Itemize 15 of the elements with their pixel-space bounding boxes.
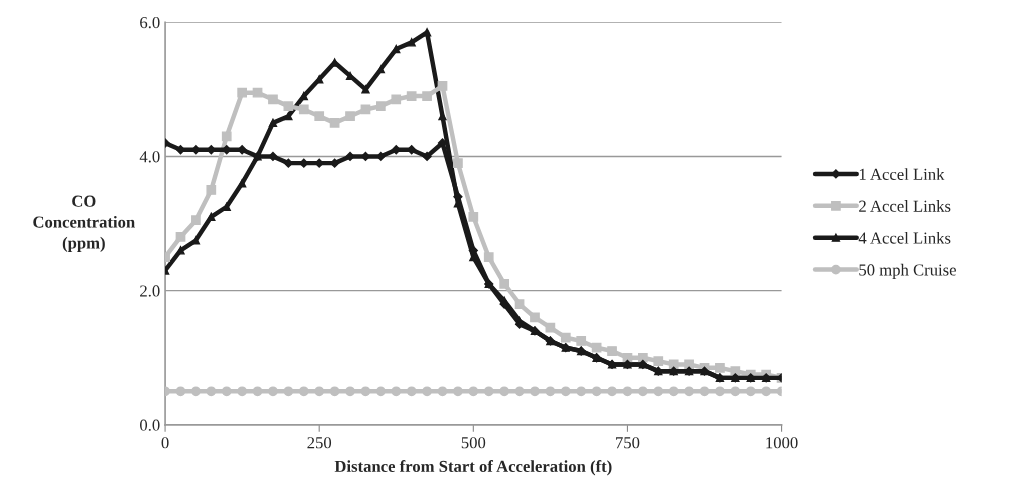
- legend-label: 50 mph Cruise: [859, 263, 956, 279]
- y-tick-label: 0.0: [140, 419, 160, 431]
- y-tick-label: 4.0: [139, 151, 160, 163]
- x-axis-title: Distance from Start of Acceleration (ft): [334, 460, 612, 476]
- y-tick-label: 2.0: [140, 285, 160, 297]
- legend-label: 1 Accel Link: [859, 168, 945, 180]
- legend-label: 2 Accel Links: [859, 200, 951, 212]
- x-tick-label: 750: [616, 437, 640, 449]
- y-tick-label: 6.0: [140, 16, 160, 29]
- x-tick-label: 250: [307, 437, 332, 449]
- x-tick-label: 1000: [766, 437, 798, 449]
- x-tick-label: 0: [161, 437, 169, 449]
- legend-label: 4 Accel Links: [858, 231, 951, 244]
- y-axis-title: CO Concentration (ppm): [33, 195, 135, 252]
- x-tick-label: 500: [461, 437, 486, 449]
